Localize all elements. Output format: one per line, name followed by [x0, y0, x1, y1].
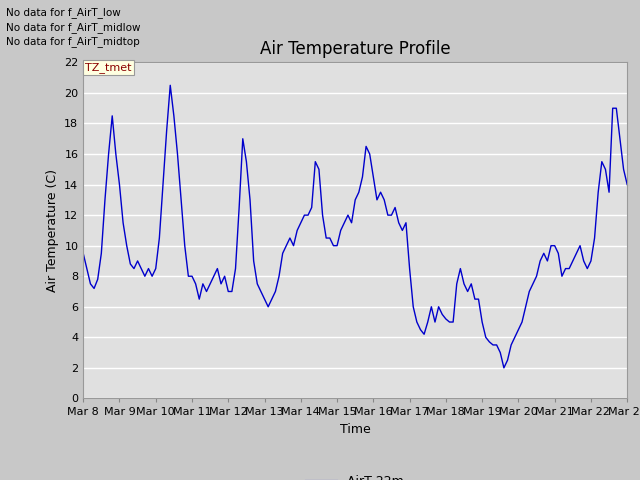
Text: TZ_tmet: TZ_tmet	[85, 62, 131, 73]
Text: No data for f_AirT_low: No data for f_AirT_low	[6, 7, 121, 18]
Y-axis label: Air Temperature (C): Air Temperature (C)	[45, 169, 58, 292]
Text: No data for f_AirT_midtop: No data for f_AirT_midtop	[6, 36, 140, 47]
Text: No data for f_AirT_midlow: No data for f_AirT_midlow	[6, 22, 141, 33]
X-axis label: Time: Time	[340, 423, 371, 436]
Legend: AirT 22m: AirT 22m	[301, 470, 409, 480]
Title: Air Temperature Profile: Air Temperature Profile	[260, 40, 451, 58]
